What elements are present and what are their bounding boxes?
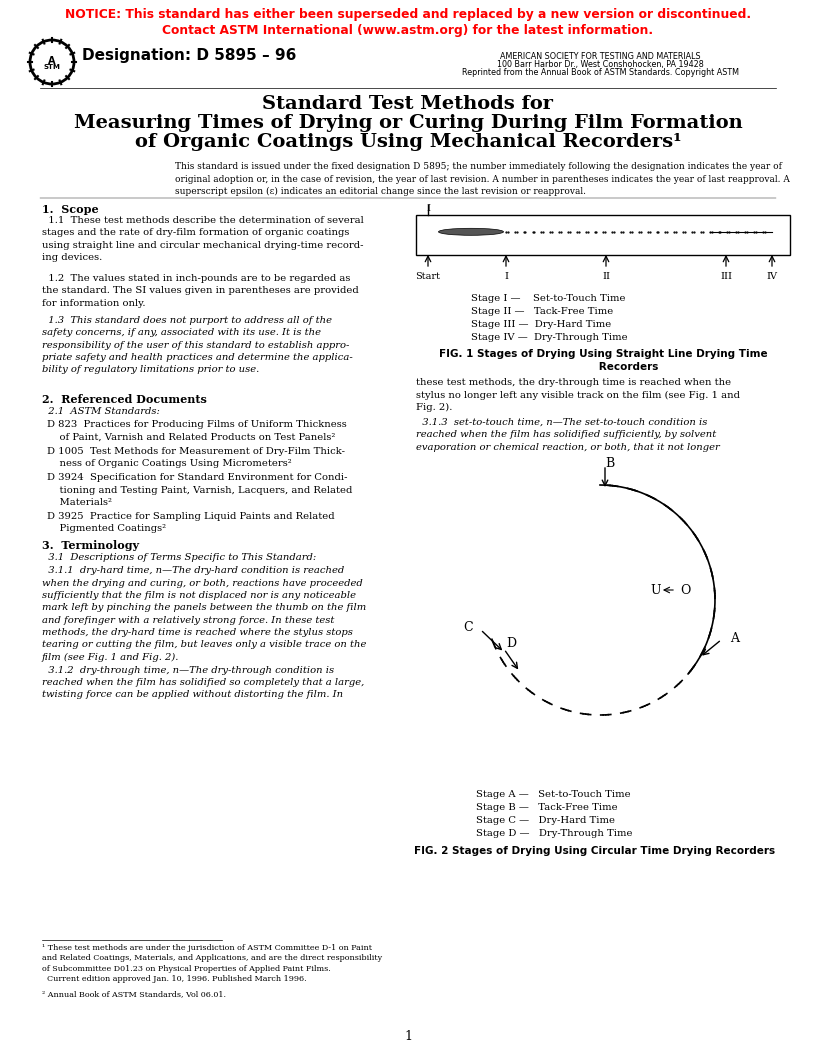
Text: B: B [605,457,614,470]
Text: D 3924  Specification for Standard Environment for Condi-
    tioning and Testin: D 3924 Specification for Standard Enviro… [47,473,353,507]
Text: Designation: D 5895 – 96: Designation: D 5895 – 96 [82,48,296,63]
Text: Stage C —   Dry-Hard Time: Stage C — Dry-Hard Time [476,816,615,825]
Text: O: O [680,584,690,597]
Text: Start: Start [415,272,441,281]
Text: Stage IV —  Dry-Through Time: Stage IV — Dry-Through Time [471,333,628,342]
Text: III: III [720,272,732,281]
Text: Stage D —   Dry-Through Time: Stage D — Dry-Through Time [476,829,632,838]
Text: STM: STM [43,64,60,70]
Text: 100 Barr Harbor Dr., West Conshohocken, PA 19428: 100 Barr Harbor Dr., West Conshohocken, … [497,60,703,69]
Text: 1.3  This standard does not purport to address all of the
safety concerns, if an: 1.3 This standard does not purport to ad… [42,316,353,375]
Text: ¹ These test methods are under the jurisdiction of ASTM Committee D-1 on Paint
a: ¹ These test methods are under the juris… [42,944,382,983]
Text: This standard is issued under the fixed designation D 5895; the number immediate: This standard is issued under the fixed … [175,162,790,196]
Text: I: I [504,272,508,281]
Ellipse shape [438,228,503,235]
Text: Contact ASTM International (www.astm.org) for the latest information.: Contact ASTM International (www.astm.org… [162,24,654,37]
Text: 3.1.3  set-to-touch time, n—The set-to-touch condition is
reached when the film : 3.1.3 set-to-touch time, n—The set-to-to… [416,418,720,452]
Text: D: D [506,638,516,650]
Text: 1.  Scope: 1. Scope [42,204,99,215]
Text: 1.1  These test methods describe the determination of several
stages and the rat: 1.1 These test methods describe the dete… [42,216,364,262]
Bar [416,215,790,254]
Text: 3.1  Descriptions of Terms Specific to This Standard:: 3.1 Descriptions of Terms Specific to Th… [42,553,317,562]
Text: Stage I —    Set-to-Touch Time: Stage I — Set-to-Touch Time [471,294,626,303]
Text: D 1005  Test Methods for Measurement of Dry-Film Thick-
    ness of Organic Coat: D 1005 Test Methods for Measurement of D… [47,447,345,468]
Text: 2.  Referenced Documents: 2. Referenced Documents [42,394,207,406]
Text: II: II [602,272,610,281]
Text: I: I [426,204,430,213]
Text: Standard Test Methods for: Standard Test Methods for [263,95,553,113]
Text: Stage A —   Set-to-Touch Time: Stage A — Set-to-Touch Time [476,790,631,799]
Text: ² Annual Book of ASTM Standards, Vol 06.01.: ² Annual Book of ASTM Standards, Vol 06.… [42,991,226,998]
Text: of Organic Coatings Using Mechanical Recorders¹: of Organic Coatings Using Mechanical Rec… [135,133,681,151]
Text: A: A [730,631,738,644]
Text: Stage II —   Tack-Free Time: Stage II — Tack-Free Time [471,307,614,316]
Text: Stage III —  Dry-Hard Time: Stage III — Dry-Hard Time [471,320,611,329]
Text: 1.2  The values stated in inch-pounds are to be regarded as
the standard. The SI: 1.2 The values stated in inch-pounds are… [42,274,359,307]
Text: FIG. 1 Stages of Drying Using Straight Line Drying Time
              Recorders: FIG. 1 Stages of Drying Using Straight L… [439,348,767,372]
Text: FIG. 2 Stages of Drying Using Circular Time Drying Recorders: FIG. 2 Stages of Drying Using Circular T… [415,846,775,856]
Text: Measuring Times of Drying or Curing During Film Formation: Measuring Times of Drying or Curing Duri… [73,114,743,132]
Text: 1: 1 [404,1030,412,1043]
Text: U: U [650,584,660,597]
Text: 2.1  ASTM Standards:: 2.1 ASTM Standards: [42,407,160,416]
Text: A: A [48,56,55,65]
Text: NOTICE: This standard has either been superseded and replaced by a new version o: NOTICE: This standard has either been su… [65,8,751,21]
Text: AMERICAN SOCIETY FOR TESTING AND MATERIALS: AMERICAN SOCIETY FOR TESTING AND MATERIA… [499,52,700,61]
Text: these test methods, the dry-through time is reached when the
stylus no longer le: these test methods, the dry-through time… [416,378,740,412]
Text: D 3925  Practice for Sampling Liquid Paints and Related
    Pigmented Coatings²: D 3925 Practice for Sampling Liquid Pain… [47,511,335,533]
Text: C: C [463,621,472,634]
Text: Reprinted from the Annual Book of ASTM Standards. Copyright ASTM: Reprinted from the Annual Book of ASTM S… [462,68,738,77]
Text: 3.1.2  dry-through time, n—The dry-through condition is
reached when the film ha: 3.1.2 dry-through time, n—The dry-throug… [42,665,364,699]
Text: IV: IV [766,272,778,281]
Text: Stage B —   Tack-Free Time: Stage B — Tack-Free Time [476,803,618,812]
Text: 3.  Terminology: 3. Terminology [42,541,139,551]
Text: D 823  Practices for Producing Films of Uniform Thickness
    of Paint, Varnish : D 823 Practices for Producing Films of U… [47,420,347,441]
Text: 3.1.1  dry-hard time, n—The dry-hard condition is reached
when the drying and cu: 3.1.1 dry-hard time, n—The dry-hard cond… [42,566,366,662]
